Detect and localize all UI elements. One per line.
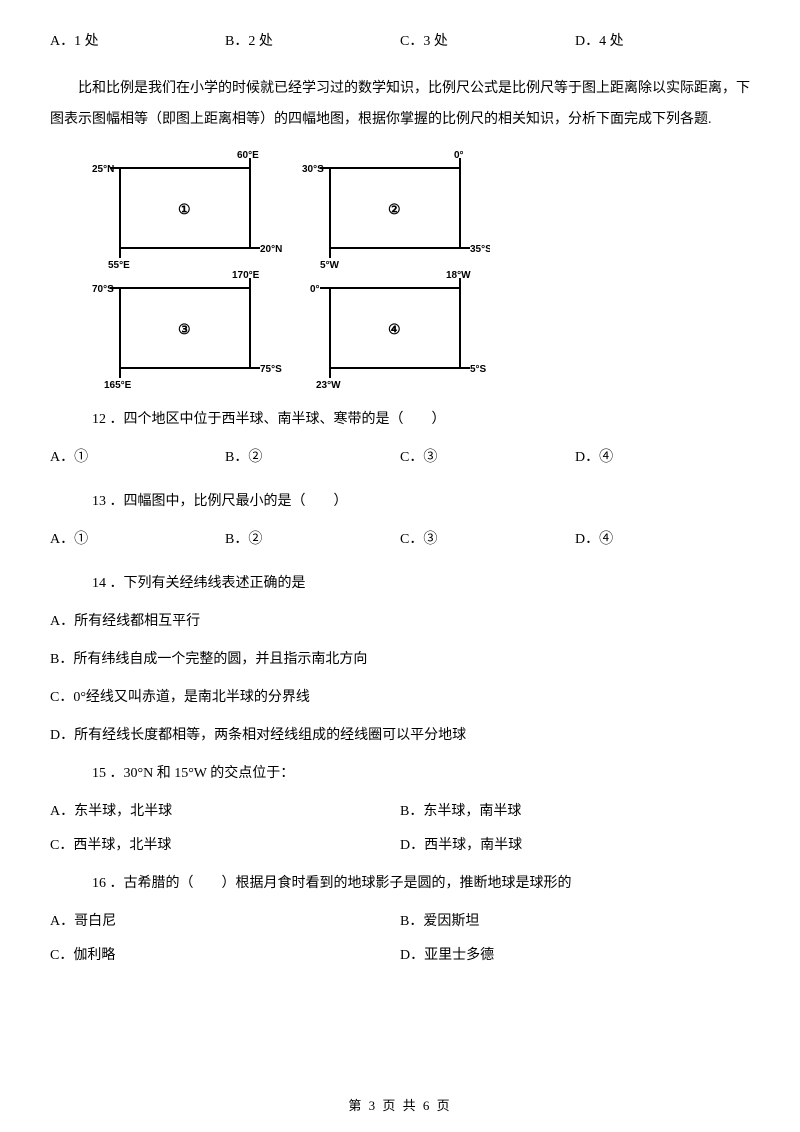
- map-2: 30°S 0° 5°W 35°S ②: [302, 150, 490, 271]
- q13-c: C．③: [400, 528, 575, 548]
- svg-text:20°N: 20°N: [260, 244, 282, 255]
- q13-d: D．④: [575, 528, 750, 548]
- svg-text:55°E: 55°E: [108, 260, 130, 271]
- q14-b: B．所有纬线自成一个完整的圆，并且指示南北方向: [50, 648, 750, 668]
- svg-text:5°S: 5°S: [470, 364, 487, 375]
- opt-c: C．3 处: [400, 30, 575, 50]
- q15-c: C．西半球，北半球: [50, 834, 400, 854]
- svg-text:0°: 0°: [310, 284, 320, 295]
- svg-text:④: ④: [388, 321, 401, 337]
- page-footer: 第 3 页 共 6 页: [0, 1095, 800, 1114]
- opt-a: A．1 处: [50, 30, 225, 50]
- svg-text:35°S: 35°S: [470, 244, 490, 255]
- q16-b: B．爱因斯坦: [400, 910, 750, 930]
- q12-a: A．①: [50, 446, 225, 466]
- q16-c: C．伽利略: [50, 944, 400, 964]
- q14-text: 14 ．下列有关经纬线表述正确的是: [50, 572, 750, 592]
- svg-text:18°W: 18°W: [446, 270, 471, 281]
- q13-a: A．①: [50, 528, 225, 548]
- svg-text:70°S: 70°S: [92, 284, 114, 295]
- q16-a: A．哥白尼: [50, 910, 400, 930]
- q15-d: D．西半球，南半球: [400, 834, 750, 854]
- svg-text:5°W: 5°W: [320, 260, 340, 271]
- svg-text:75°S: 75°S: [260, 364, 282, 375]
- svg-text:170°E: 170°E: [232, 270, 260, 281]
- q12-c: C．③: [400, 446, 575, 466]
- svg-text:60°E: 60°E: [237, 150, 259, 161]
- opt-d: D．4 处: [575, 30, 750, 50]
- map-3: 70°S 170°E 165°E 75°S ③: [92, 270, 282, 390]
- q12-d: D．④: [575, 446, 750, 466]
- q12-b: B．②: [225, 446, 400, 466]
- svg-text:②: ②: [388, 201, 401, 217]
- q15-row2: C．西半球，北半球 D．西半球，南半球: [50, 834, 750, 854]
- q16-row1: A．哥白尼 B．爱因斯坦: [50, 910, 750, 930]
- q15-b: B．东半球，南半球: [400, 800, 750, 820]
- q12-text: 12 ．四个地区中位于西半球、南半球、寒带的是（ ）: [50, 408, 750, 428]
- prev-question-options: A．1 处 B．2 处 C．3 处 D．4 处: [50, 30, 750, 50]
- q16-row2: C．伽利略 D．亚里士多德: [50, 944, 750, 964]
- map-1: 25°N 60°E 55°E 20°N ①: [92, 150, 282, 271]
- svg-text:①: ①: [178, 201, 191, 217]
- q13-text: 13 ．四幅图中，比例尺最小的是（ ）: [50, 490, 750, 510]
- svg-text:165°E: 165°E: [104, 380, 132, 390]
- map-4: 0° 18°W 23°W 5°S ④: [310, 270, 487, 390]
- svg-text:25°N: 25°N: [92, 164, 114, 175]
- q15-row1: A．东半球，北半球 B．东半球，南半球: [50, 800, 750, 820]
- q12-options: A．① B．② C．③ D．④: [50, 446, 750, 466]
- q14-a: A．所有经线都相互平行: [50, 610, 750, 630]
- svg-text:30°S: 30°S: [302, 164, 324, 175]
- q14-d: D．所有经线长度都相等，两条相对经线组成的经线圈可以平分地球: [50, 724, 750, 744]
- svg-text:0°: 0°: [454, 150, 464, 161]
- svg-text:③: ③: [178, 321, 191, 337]
- q16-text: 16 ．古希腊的（ ）根据月食时看到的地球影子是圆的，推断地球是球形的: [50, 872, 750, 892]
- q16-d: D．亚里士多德: [400, 944, 750, 964]
- q15-a: A．东半球，北半球: [50, 800, 400, 820]
- opt-b: B．2 处: [225, 30, 400, 50]
- q13-b: B．②: [225, 528, 400, 548]
- q14-c: C．0°经线又叫赤道，是南北半球的分界线: [50, 686, 750, 706]
- q15-text: 15 ．30°N 和 15°W 的交点位于：: [50, 762, 750, 782]
- q13-options: A．① B．② C．③ D．④: [50, 528, 750, 548]
- four-maps-diagram: 25°N 60°E 55°E 20°N ① 30°S 0° 5°W 35°S ②…: [70, 150, 750, 390]
- svg-text:23°W: 23°W: [316, 380, 341, 390]
- intro-paragraph: 比和比例是我们在小学的时候就已经学习过的数学知识，比例尺公式是比例尺等于图上距离…: [50, 74, 750, 136]
